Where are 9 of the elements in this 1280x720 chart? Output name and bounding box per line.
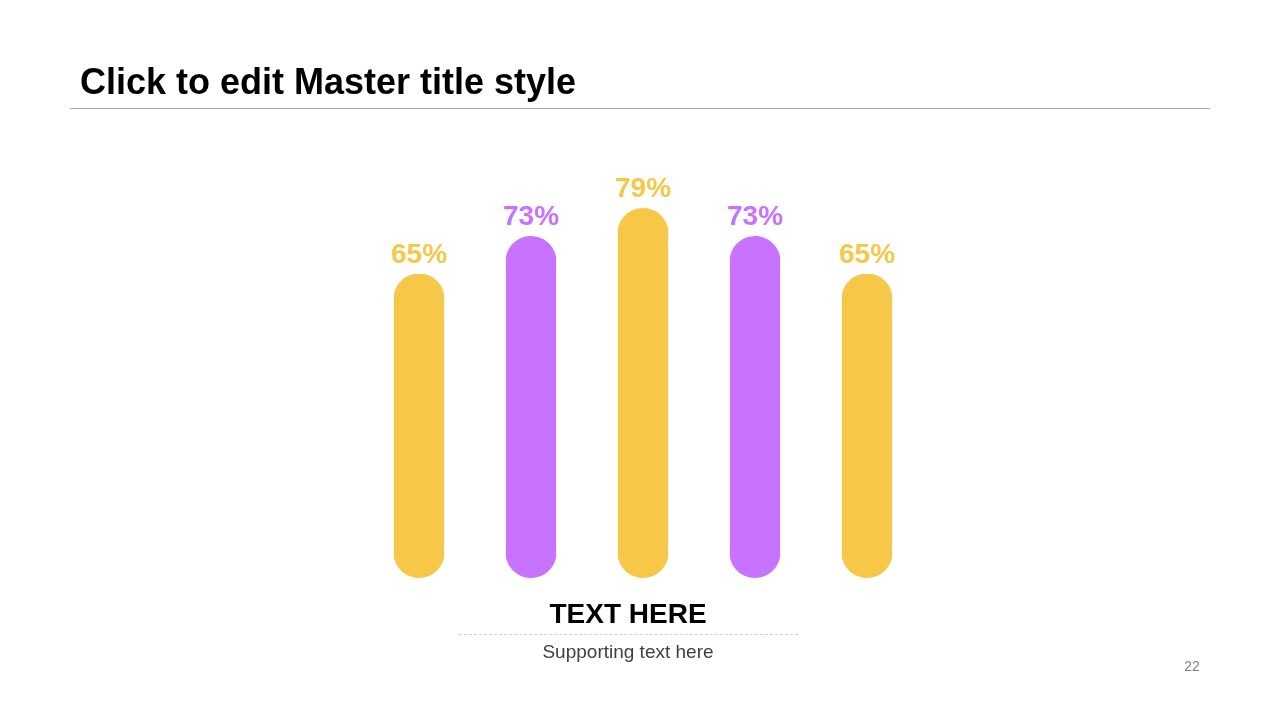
data-label: 73% (502, 200, 560, 232)
chart-title: Click to edit Master title style (80, 60, 577, 104)
data-label: 79% (614, 172, 672, 203)
data-label: 65% (838, 237, 896, 269)
text: Supporting text here (542, 641, 714, 663)
data-label: 73% (726, 200, 784, 232)
text: 22 (1184, 657, 1200, 675)
text: TEXT HERE (549, 597, 707, 631)
data-label: 65% (390, 237, 448, 269)
